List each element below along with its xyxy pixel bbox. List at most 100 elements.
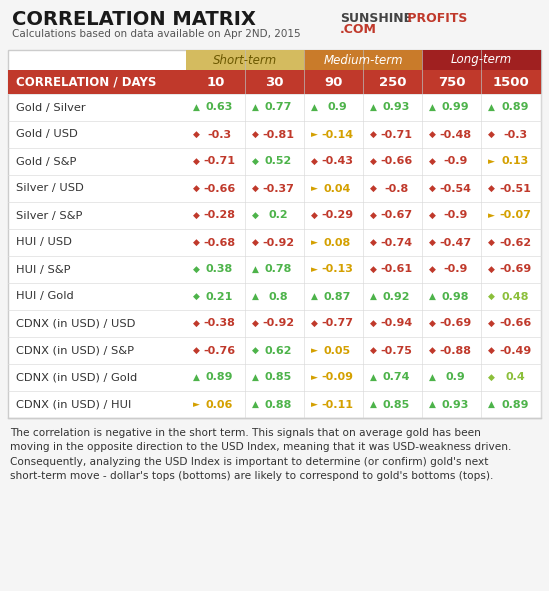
FancyBboxPatch shape — [304, 50, 422, 70]
Text: ▲: ▲ — [252, 103, 259, 112]
Text: ◆: ◆ — [429, 265, 436, 274]
Text: ◆: ◆ — [311, 157, 318, 166]
Text: HUI / S&P: HUI / S&P — [16, 265, 70, 274]
Text: CORRELATION / DAYS: CORRELATION / DAYS — [16, 76, 156, 89]
Text: ▲: ▲ — [429, 103, 436, 112]
Text: Short-term: Short-term — [213, 54, 277, 67]
Text: ◆: ◆ — [252, 238, 259, 247]
Text: Silver / USD: Silver / USD — [16, 183, 84, 193]
Text: ◆: ◆ — [370, 238, 377, 247]
FancyBboxPatch shape — [8, 70, 541, 94]
Text: ◆: ◆ — [429, 157, 436, 166]
Text: -0.68: -0.68 — [204, 238, 236, 248]
FancyBboxPatch shape — [8, 50, 541, 418]
Text: 0.92: 0.92 — [383, 291, 410, 301]
Text: HUI / USD: HUI / USD — [16, 238, 72, 248]
Text: ►: ► — [193, 400, 200, 409]
Text: 0.87: 0.87 — [324, 291, 351, 301]
Text: 0.98: 0.98 — [442, 291, 469, 301]
Text: -0.92: -0.92 — [262, 238, 295, 248]
Text: 0.8: 0.8 — [268, 291, 288, 301]
Text: 0.9: 0.9 — [328, 102, 348, 112]
Text: 0.38: 0.38 — [206, 265, 233, 274]
Text: ▲: ▲ — [429, 400, 436, 409]
Text: 0.52: 0.52 — [265, 157, 292, 167]
Text: -0.29: -0.29 — [321, 210, 354, 220]
Text: SUNSHINE: SUNSHINE — [340, 12, 412, 25]
Text: -0.66: -0.66 — [499, 319, 531, 329]
Text: ◆: ◆ — [193, 292, 200, 301]
Text: ◆: ◆ — [252, 211, 259, 220]
Text: ▲: ▲ — [370, 373, 377, 382]
Text: ▲: ▲ — [311, 103, 318, 112]
Text: ◆: ◆ — [370, 130, 377, 139]
Text: ◆: ◆ — [370, 211, 377, 220]
Text: -0.76: -0.76 — [204, 346, 236, 356]
Text: 250: 250 — [379, 76, 406, 89]
Text: The correlation is negative in the short term. This signals that on average gold: The correlation is negative in the short… — [10, 428, 511, 481]
Text: ◆: ◆ — [193, 130, 200, 139]
Text: ◆: ◆ — [370, 184, 377, 193]
Text: ◆: ◆ — [252, 346, 259, 355]
Text: Medium-term: Medium-term — [323, 54, 403, 67]
FancyBboxPatch shape — [422, 50, 541, 70]
Text: 0.78: 0.78 — [265, 265, 292, 274]
Text: ►: ► — [311, 130, 318, 139]
Text: Silver / S&P: Silver / S&P — [16, 210, 82, 220]
Text: 0.63: 0.63 — [206, 102, 233, 112]
Text: ▲: ▲ — [252, 373, 259, 382]
Text: 30: 30 — [265, 76, 284, 89]
Text: ◆: ◆ — [429, 238, 436, 247]
Text: -0.71: -0.71 — [380, 129, 412, 139]
Text: ►: ► — [311, 265, 318, 274]
Text: ◆: ◆ — [252, 184, 259, 193]
Text: -0.71: -0.71 — [204, 157, 236, 167]
Text: -0.81: -0.81 — [262, 129, 294, 139]
Text: -0.94: -0.94 — [380, 319, 413, 329]
Text: Gold / S&P: Gold / S&P — [16, 157, 76, 167]
Text: 0.48: 0.48 — [501, 291, 529, 301]
Text: ◆: ◆ — [429, 130, 436, 139]
Text: ◆: ◆ — [488, 346, 495, 355]
Text: ◆: ◆ — [193, 319, 200, 328]
Text: 10: 10 — [206, 76, 225, 89]
Text: ▲: ▲ — [429, 373, 436, 382]
Text: -0.49: -0.49 — [499, 346, 531, 356]
Text: Gold / Silver: Gold / Silver — [16, 102, 86, 112]
Text: -0.9: -0.9 — [443, 210, 468, 220]
Text: CORRELATION MATRIX: CORRELATION MATRIX — [12, 10, 256, 29]
Text: ◆: ◆ — [488, 319, 495, 328]
Text: ◆: ◆ — [252, 319, 259, 328]
Text: -0.9: -0.9 — [443, 265, 468, 274]
Text: ►: ► — [311, 238, 318, 247]
Text: ◆: ◆ — [429, 211, 436, 220]
Text: -0.75: -0.75 — [380, 346, 412, 356]
Text: 0.13: 0.13 — [501, 157, 529, 167]
Text: ◆: ◆ — [488, 238, 495, 247]
Text: 1500: 1500 — [492, 76, 529, 89]
Text: -0.66: -0.66 — [203, 183, 236, 193]
Text: ◆: ◆ — [370, 346, 377, 355]
Text: ▲: ▲ — [193, 373, 200, 382]
Text: 90: 90 — [324, 76, 343, 89]
Text: ►: ► — [311, 346, 318, 355]
Text: CDNX (in USD) / USD: CDNX (in USD) / USD — [16, 319, 136, 329]
Text: ◆: ◆ — [193, 157, 200, 166]
Text: ▲: ▲ — [488, 103, 495, 112]
Text: 0.21: 0.21 — [206, 291, 233, 301]
Text: -0.38: -0.38 — [204, 319, 236, 329]
Text: 0.77: 0.77 — [265, 102, 292, 112]
Text: -0.92: -0.92 — [262, 319, 295, 329]
Text: 0.62: 0.62 — [265, 346, 292, 356]
Text: ◆: ◆ — [311, 211, 318, 220]
Text: ◆: ◆ — [429, 184, 436, 193]
Text: -0.37: -0.37 — [262, 183, 294, 193]
Text: -0.09: -0.09 — [322, 372, 354, 382]
Text: 0.74: 0.74 — [383, 372, 410, 382]
Text: ►: ► — [311, 184, 318, 193]
Text: 0.85: 0.85 — [383, 400, 410, 410]
Text: ▲: ▲ — [193, 103, 200, 112]
Text: ◆: ◆ — [193, 211, 200, 220]
Text: 0.4: 0.4 — [505, 372, 525, 382]
Text: -0.48: -0.48 — [439, 129, 472, 139]
